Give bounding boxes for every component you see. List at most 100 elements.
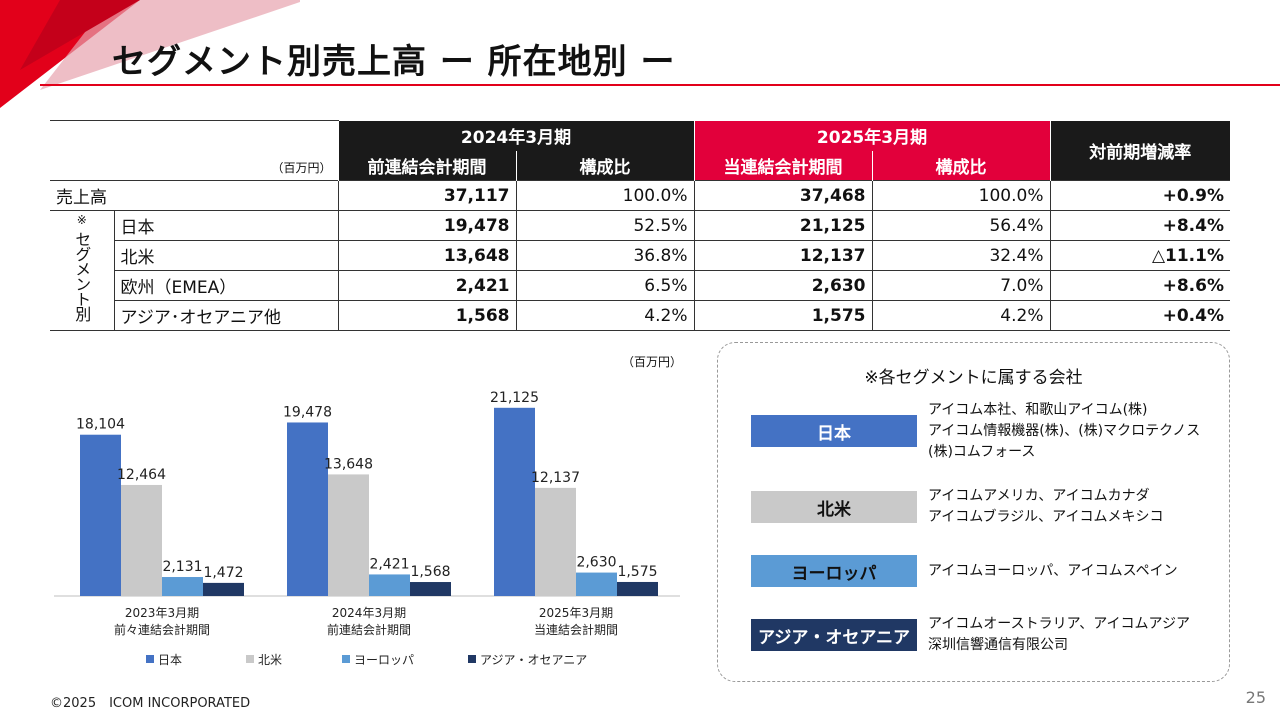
segment-companies-box: ※各セグメントに属する会社 日本 アイコム本社、和歌山アイコム(株) アイコム情報機… xyxy=(717,342,1230,682)
copyright: ©2025 ICOM INCORPORATED xyxy=(50,696,251,711)
data-label: 2,421 xyxy=(369,556,409,572)
legend-swatch xyxy=(342,655,350,663)
legend-label: 北米 xyxy=(258,653,282,667)
data-label: 1,472 xyxy=(203,565,243,581)
bar-0-1 xyxy=(287,422,328,596)
cell-prev-sales: 19,478 xyxy=(337,210,516,241)
bar-3-0 xyxy=(203,582,244,596)
category-label: 当連結会計期間 xyxy=(534,622,618,637)
table-row: アジア･オセアニア他 1,568 4.2% 1,575 4.2% +0.4% xyxy=(50,300,1230,331)
region-label: アジア・オセアニア xyxy=(751,619,917,651)
data-label: 2,131 xyxy=(162,559,202,575)
cell-curr-sales: 37,468 xyxy=(693,180,872,211)
data-label: 12,137 xyxy=(531,470,580,486)
cell-prev-sales: 2,421 xyxy=(337,270,516,301)
header-period-prev: 2024年3月期 xyxy=(337,120,694,151)
header-curr-ratio: 構成比 xyxy=(871,150,1050,181)
header-curr-sales: 当連結会計期間 xyxy=(693,150,872,181)
legend-swatch xyxy=(468,655,476,663)
cell-yoy: +0.4% xyxy=(1049,300,1230,331)
chart-unit: （百万円） xyxy=(622,355,683,369)
category-label: 前々連結会計期間 xyxy=(114,622,210,637)
row-label: 日本 xyxy=(114,210,338,241)
header-prev-ratio: 構成比 xyxy=(515,150,694,181)
company-line: アイコム本社、和歌山アイコム(株) xyxy=(928,401,1148,418)
bar-1-0 xyxy=(121,484,162,596)
legend-label: アジア・オセアニア xyxy=(480,653,587,667)
region-label: ヨーロッパ xyxy=(751,555,917,587)
data-label: 12,464 xyxy=(117,467,166,483)
companies-title: ※各セグメントに属する会社 xyxy=(864,368,1083,388)
cell-curr-ratio: 7.0% xyxy=(871,270,1050,301)
bar-2-2 xyxy=(576,572,617,596)
row-label: 欧州（EMEA） xyxy=(114,270,338,301)
data-label: 2,630 xyxy=(576,555,616,571)
company-line: アイコムオーストラリア、アイコムアジア xyxy=(928,616,1190,632)
cell-curr-ratio: 4.2% xyxy=(871,300,1050,331)
category-label: 前連結会計期間 xyxy=(327,622,411,637)
page-number: 25 xyxy=(1245,688,1266,707)
row-label: 売上高 xyxy=(50,180,338,211)
bar-chart: 18,104 19,478 21,125 12,464 13,648 12,137 2,13… xyxy=(54,390,680,667)
segment-group-label: ※ セグメント別 xyxy=(50,210,115,331)
bar-2-0 xyxy=(162,577,203,596)
cell-prev-ratio: 6.5% xyxy=(515,270,694,301)
table-row-total: 売上高 37,117 100.0% 37,468 100.0% +0.9% xyxy=(50,180,1230,211)
cell-curr-sales: 2,630 xyxy=(693,270,872,301)
data-label: 1,575 xyxy=(617,564,657,580)
page-title: セグメント別売上高 ー 所在地別 ー xyxy=(112,42,676,82)
company-line: (株)コムフォース xyxy=(928,443,1036,460)
bar-1-2 xyxy=(535,487,576,596)
data-label: 18,104 xyxy=(76,417,125,433)
bar-3-2 xyxy=(617,581,658,596)
cell-prev-sales: 37,117 xyxy=(337,180,516,211)
cell-prev-sales: 1,568 xyxy=(337,300,516,331)
region-companies: アイコムヨーロッパ、アイコムスペイン xyxy=(928,561,1178,582)
cell-curr-ratio: 100.0% xyxy=(871,180,1050,211)
data-label: 1,568 xyxy=(410,564,450,580)
bar-0-0 xyxy=(80,434,121,596)
cell-curr-ratio: 32.4% xyxy=(871,240,1050,271)
bar-2-1 xyxy=(369,574,410,596)
cell-curr-sales: 1,575 xyxy=(693,300,872,331)
company-line: アイコムアメリカ、アイコムカナダ xyxy=(928,488,1150,504)
table-row: 北米 13,648 36.8% 12,137 32.4% △11.1% xyxy=(50,240,1230,271)
cell-yoy: +8.4% xyxy=(1049,210,1230,241)
bar-0-2 xyxy=(494,407,535,596)
row-label: アジア･オセアニア他 xyxy=(114,300,338,331)
cell-curr-sales: 21,125 xyxy=(693,210,872,241)
row-label: 北米 xyxy=(114,240,338,271)
table-row: 欧州（EMEA） 2,421 6.5% 2,630 7.0% +8.6% xyxy=(50,270,1230,301)
header-period-curr: 2025年3月期 xyxy=(693,120,1050,151)
cell-prev-ratio: 100.0% xyxy=(515,180,694,211)
region-companies: アイコム本社、和歌山アイコム(株) アイコム情報機器(株)、(株)マクロテクノス (… xyxy=(928,400,1200,463)
region-companies: アイコムアメリカ、アイコムカナダ アイコムブラジル、アイコムメキシコ xyxy=(928,486,1163,528)
legend-swatch xyxy=(146,655,154,663)
header-prev-sales: 前連結会計期間 xyxy=(337,150,516,181)
company-line: 深圳信響通信有限公司 xyxy=(928,637,1068,653)
category-label: 2023年3月期 xyxy=(125,606,199,620)
category-label: 2025年3月期 xyxy=(539,606,613,620)
cell-prev-ratio: 4.2% xyxy=(515,300,694,331)
legend-label: ヨーロッパ xyxy=(354,653,414,667)
cell-curr-ratio: 56.4% xyxy=(871,210,1050,241)
data-label: 19,478 xyxy=(283,404,332,420)
company-line: アイコムブラジル、アイコムメキシコ xyxy=(928,509,1164,525)
segment-sales-table: （百万円） 2024年3月期 2025年3月期 対前期増減率 前連結会計期間 構… xyxy=(50,120,1230,331)
title-rule xyxy=(40,84,1280,86)
company-line: アイコム情報機器(株)、(株)マクロテクノス xyxy=(928,422,1201,439)
segment-vertical-label: セグメント別 xyxy=(72,231,92,321)
region-label: 北米 xyxy=(751,491,917,523)
table-row: ※ セグメント別 日本 19,478 52.5% 21,125 56.4% +8… xyxy=(50,210,1230,331)
category-label: 2024年3月期 xyxy=(332,606,406,620)
company-line: アイコムヨーロッパ、アイコムスペイン xyxy=(928,562,1178,579)
bar-1-1 xyxy=(328,474,369,596)
corner-decoration xyxy=(0,0,300,108)
legend-swatch xyxy=(246,655,254,663)
data-label: 21,125 xyxy=(490,390,539,406)
region-label: 日本 xyxy=(751,415,917,447)
cell-curr-sales: 12,137 xyxy=(693,240,872,271)
region-companies: アイコムオーストラリア、アイコムアジア 深圳信響通信有限公司 xyxy=(928,614,1190,656)
cell-yoy: +0.9% xyxy=(1049,180,1230,211)
table-unit: （百万円） xyxy=(50,120,338,181)
